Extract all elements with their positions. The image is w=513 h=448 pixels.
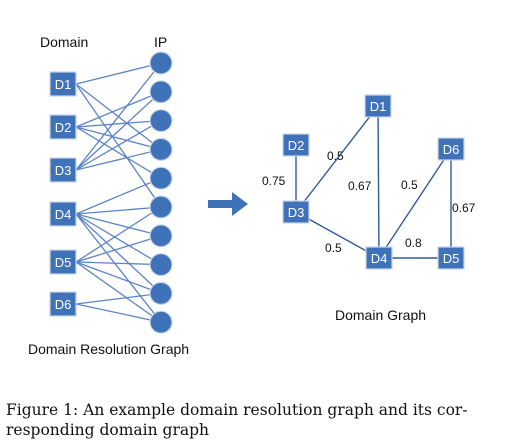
graph-node-label: D3 — [288, 205, 305, 220]
resolution-edge — [75, 292, 162, 305]
edge-weight-label: 0.75 — [262, 174, 286, 188]
resolution-edge — [75, 62, 162, 85]
ip-node-6 — [149, 195, 173, 219]
resolution-graph-title: Domain Resolution Graph — [28, 341, 189, 357]
right-arrow-icon — [208, 192, 248, 216]
domain-column-header: Domain — [40, 34, 88, 50]
resolution-edge — [75, 177, 162, 215]
caption-line-1: Figure 1: An example domain resolution g… — [6, 401, 468, 419]
caption-line-2: responding domain graph — [6, 421, 210, 439]
ip-node-5 — [149, 166, 173, 190]
graph-node-label: D5 — [443, 251, 460, 266]
domain-graph-nodes: D1 D2 D3 D4 D5 D6 — [282, 94, 465, 270]
resolution-nodes: D1 D2 D3 D4 D5 D6 — [49, 51, 173, 334]
resolution-edge — [75, 126, 162, 151]
resolution-edge — [75, 206, 162, 215]
ip-node-1 — [149, 51, 173, 75]
ip-node-7 — [149, 224, 173, 248]
graph-node-d2: D2 — [282, 133, 310, 157]
edge-weight-label: 0.67 — [452, 201, 476, 215]
resolution-edge — [75, 120, 162, 171]
ip-node-4 — [149, 137, 173, 161]
ip-node-10 — [149, 310, 173, 334]
figure-caption: Figure 1: An example domain resolution g… — [6, 400, 506, 440]
resolution-edges — [75, 62, 162, 323]
graph-node-d6: D6 — [437, 137, 465, 161]
domain-node-d4: D4 — [49, 201, 77, 227]
resolution-edge — [75, 261, 162, 295]
resolution-edge — [75, 213, 162, 237]
graph-node-label: D6 — [443, 142, 460, 157]
ip-node-9 — [149, 281, 173, 305]
resolution-edge — [75, 261, 162, 266]
domain-graph-edges — [295, 105, 452, 259]
ip-node-3 — [149, 108, 173, 133]
edge-d3-d4 — [295, 211, 380, 259]
domain-node-label: D4 — [55, 207, 72, 222]
resolution-edge — [75, 206, 162, 263]
domain-node-label: D5 — [55, 255, 72, 270]
domain-node-label: D3 — [55, 163, 72, 178]
resolution-edge — [75, 91, 162, 128]
ip-node-2 — [149, 80, 173, 104]
domain-node-label: D6 — [55, 297, 72, 312]
graph-node-d4: D4 — [365, 246, 393, 270]
resolution-edge — [75, 148, 162, 171]
edge-weight-label: 0.5 — [325, 241, 342, 255]
resolution-edge — [75, 213, 162, 266]
graph-node-d1: D1 — [364, 94, 392, 118]
domain-node-d3: D3 — [49, 157, 77, 183]
domain-node-d2: D2 — [49, 114, 77, 140]
resolution-edge — [75, 213, 162, 323]
graph-node-d5: D5 — [437, 246, 465, 270]
resolution-edge — [75, 62, 162, 171]
edge-d3-d1 — [295, 105, 379, 213]
graph-node-label: D2 — [288, 138, 305, 153]
domain-node-d1: D1 — [49, 71, 77, 97]
edge-d4-d6 — [378, 148, 452, 259]
edge-d1-d4 — [377, 105, 380, 259]
resolution-edge — [75, 119, 162, 128]
domain-graph-weights: 0.75 0.5 0.67 0.5 0.5 0.8 0.67 — [262, 149, 476, 255]
edge-weight-label: 0.5 — [327, 149, 344, 163]
edge-weight-label: 0.8 — [405, 236, 422, 250]
domain-node-d5: D5 — [49, 249, 77, 275]
resolution-edge — [75, 91, 162, 171]
resolution-edge — [75, 303, 162, 323]
ip-node-8 — [149, 253, 173, 277]
domain-graph-title: Domain Graph — [335, 307, 426, 323]
resolution-edge — [75, 126, 162, 179]
graph-node-label: D1 — [370, 99, 387, 114]
resolution-edge — [75, 261, 162, 323]
ip-column-header: IP — [154, 34, 167, 50]
graph-node-d3: D3 — [282, 200, 310, 224]
domain-node-label: D1 — [55, 77, 72, 92]
resolution-edge — [75, 235, 162, 263]
domain-node-label: D2 — [55, 120, 72, 135]
edge-weight-label: 0.67 — [348, 179, 372, 193]
domain-node-d6: D6 — [49, 291, 77, 317]
resolution-edge — [75, 213, 162, 294]
graph-node-label: D4 — [371, 251, 388, 266]
edge-weight-label: 0.5 — [401, 178, 418, 192]
